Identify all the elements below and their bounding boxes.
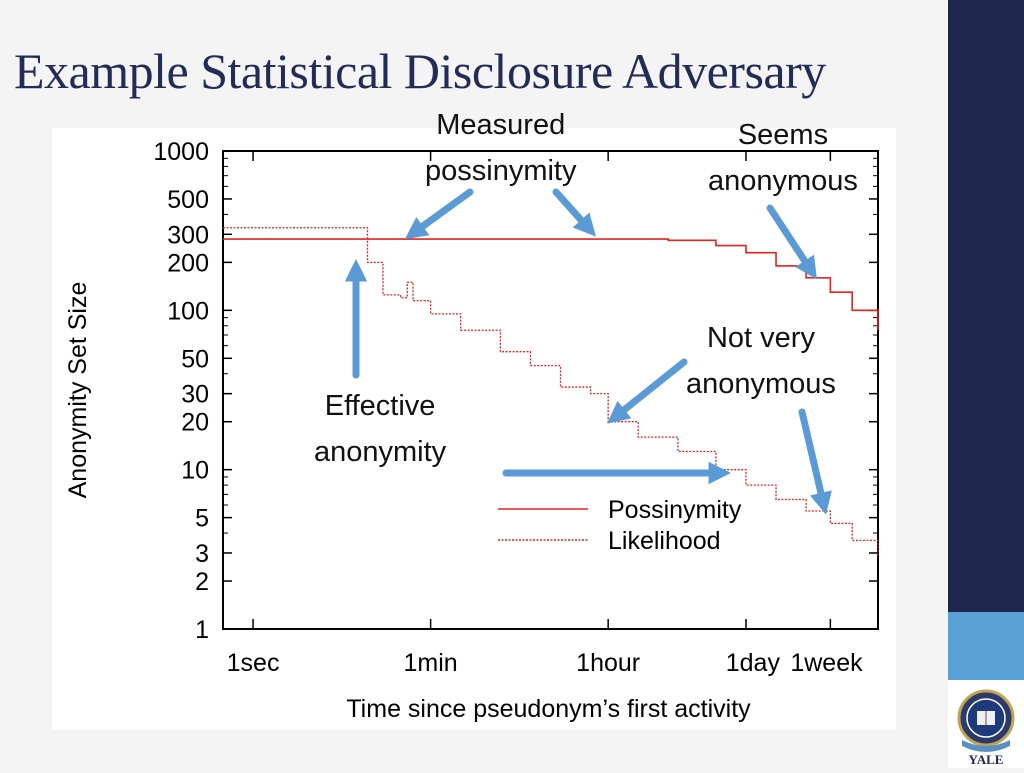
annotation-effective-anonymity: Effective anonymity <box>314 383 446 475</box>
annotation-line: possinymity <box>425 155 577 187</box>
y-tick-label: 50 <box>181 345 209 373</box>
y-tick-label: 3 <box>195 540 209 568</box>
slide-title: Example Statistical Disclosure Adversary <box>14 43 826 99</box>
yale-shield-logo: YALE <box>957 689 1015 767</box>
y-tick-label: 30 <box>181 381 209 409</box>
logo-wordmark: YALE <box>969 752 1004 767</box>
annotation-measured-possinymity: Measured possinymity <box>425 102 577 194</box>
sidebar-accent-block <box>948 612 1024 680</box>
series-line-possinymity <box>223 238 879 331</box>
x-tick-label: 1sec <box>227 649 280 677</box>
annotation-not-very-anonymous: Not very anonymous <box>686 315 836 407</box>
annotation-line: anonymous <box>686 368 836 400</box>
y-tick-label: 300 <box>167 221 209 249</box>
x-tick-label: 1week <box>790 649 863 677</box>
legend-label-likelihood: Likelihood <box>608 527 721 555</box>
y-tick-label: 20 <box>181 409 209 437</box>
y-tick-label: 10 <box>181 457 209 485</box>
annotation-line: Seems <box>737 119 829 151</box>
logo-area: YALE <box>948 680 1024 768</box>
series-line-likelihood <box>223 227 879 558</box>
x-tick-label: 1hour <box>576 649 640 677</box>
y-axis-title: Anonymity Set Size <box>64 282 92 499</box>
annotation-line: anonymous <box>708 165 858 197</box>
annotation-line: Measured <box>436 109 566 141</box>
x-tick-label: 1min <box>404 649 458 677</box>
y-tick-label: 200 <box>167 249 209 277</box>
annotation-line: anonymity <box>314 436 447 468</box>
annotation-line: Effective <box>324 390 436 422</box>
annotation-line: Not very <box>706 322 815 354</box>
arrow-to-likelihood-knee <box>607 358 688 424</box>
y-tick-label: 100 <box>167 297 209 325</box>
arrow-to-not-very-anonymous <box>798 408 832 515</box>
plot-frame <box>222 150 879 630</box>
y-tick-label: 2 <box>195 568 209 596</box>
arrow-to-possinymity-right <box>552 188 596 237</box>
arrow-to-seems-anonymous <box>766 204 817 280</box>
legend-label-possinymity: Possinymity <box>608 496 742 524</box>
y-tick-label: 1 <box>195 616 209 644</box>
annotation-seems-anonymous: Seems anonymous <box>708 112 858 204</box>
y-tick-label: 500 <box>167 186 209 214</box>
arrow-to-possinymity-left <box>404 188 474 240</box>
y-tick-label: 5 <box>195 505 209 533</box>
x-tick-label: 1day <box>726 649 781 677</box>
y-tick-label: 1000 <box>153 138 209 166</box>
x-axis-title: Time since pseudonym’s first activity <box>346 695 751 723</box>
